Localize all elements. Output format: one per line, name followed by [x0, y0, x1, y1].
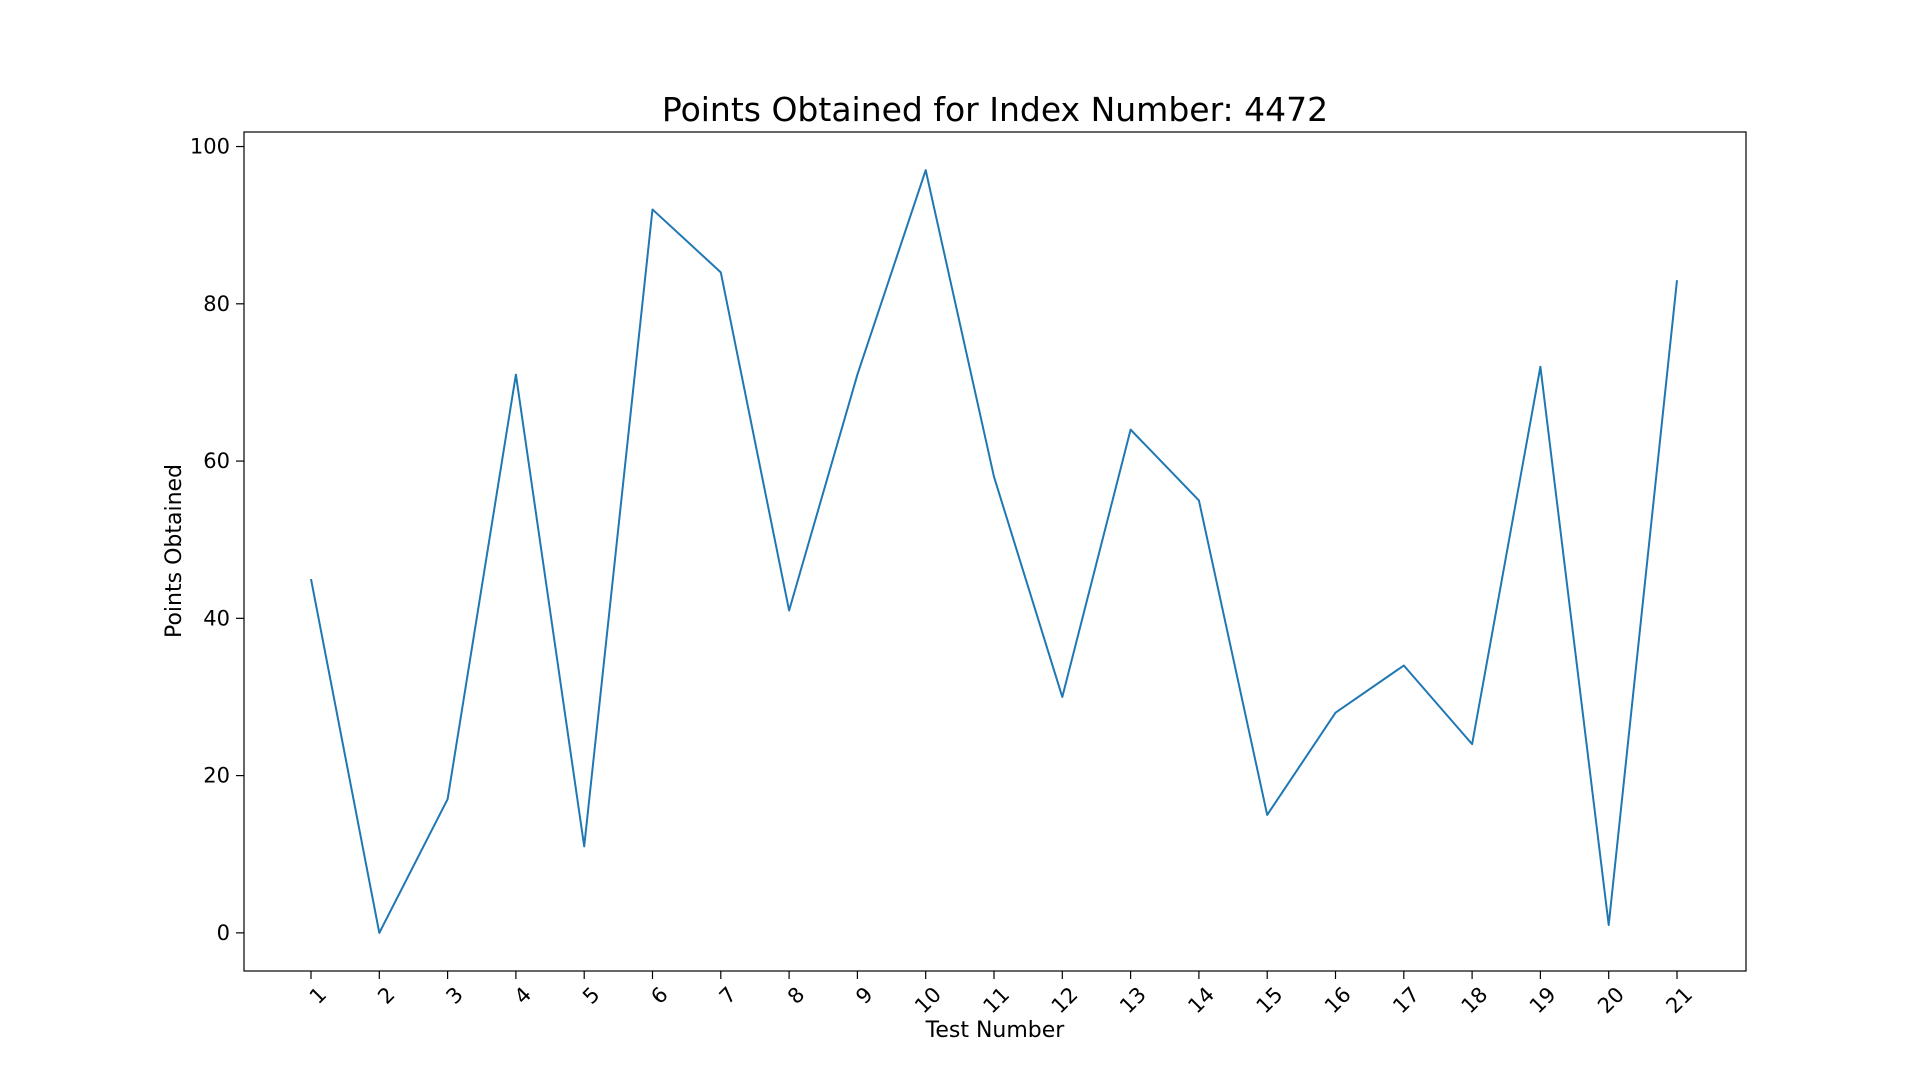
x-tick-label: 1 — [305, 982, 331, 1008]
x-tick-label: 4 — [510, 982, 536, 1008]
x-tick-label: 5 — [578, 982, 604, 1008]
x-tick-label: 12 — [1047, 982, 1083, 1018]
x-tick-label: 3 — [441, 982, 467, 1008]
y-tick-label: 40 — [203, 606, 230, 630]
plot-area-frame — [244, 132, 1746, 971]
data-points — [311, 170, 1677, 933]
x-tick-label: 13 — [1115, 982, 1151, 1018]
series-line — [311, 170, 1677, 933]
x-tick-label: 6 — [646, 982, 672, 1008]
x-tick-label: 20 — [1593, 982, 1629, 1018]
y-tick-label: 20 — [203, 764, 230, 788]
y-tick-label: 80 — [203, 292, 230, 316]
y-axis-ticks: 0 20 40 60 80 100 — [190, 135, 244, 945]
chart-title: Points Obtained for Index Number: 4472 — [662, 90, 1328, 129]
x-tick-label: 8 — [783, 982, 809, 1008]
x-tick-label: 14 — [1183, 982, 1219, 1018]
x-tick-label: 17 — [1388, 982, 1424, 1018]
x-tick-label: 2 — [373, 982, 399, 1008]
y-tick-label: 100 — [190, 135, 230, 159]
x-tick-label: 11 — [978, 982, 1014, 1018]
x-tick-label: 18 — [1457, 982, 1493, 1018]
x-tick-label: 16 — [1320, 982, 1356, 1018]
x-tick-label: 15 — [1252, 982, 1288, 1018]
y-axis-label: Points Obtained — [162, 464, 187, 638]
x-tick-label: 7 — [715, 982, 741, 1008]
x-tick-label: 10 — [910, 982, 946, 1018]
y-tick-label: 0 — [217, 921, 230, 945]
x-tick-label: 21 — [1661, 982, 1697, 1018]
x-tick-label: 19 — [1525, 982, 1561, 1018]
y-tick-label: 60 — [203, 449, 230, 473]
x-tick-label: 9 — [851, 982, 877, 1008]
x-axis-label: Test Number — [925, 1018, 1066, 1043]
